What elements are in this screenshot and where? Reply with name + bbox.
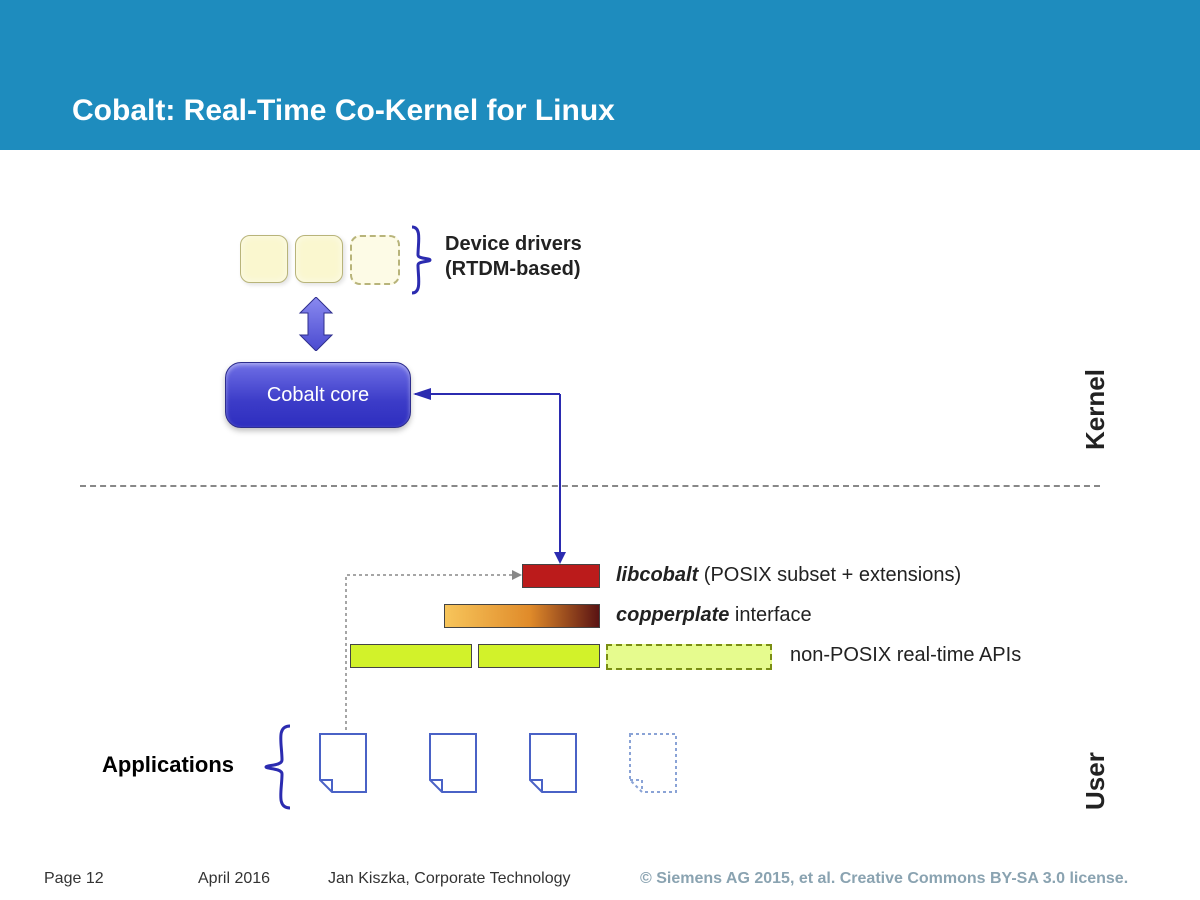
kernel-user-divider xyxy=(80,485,1100,487)
footer-page: Page 12 xyxy=(44,870,104,888)
device-driver-box-optional xyxy=(350,235,400,285)
device-drivers-line2: (RTDM-based) xyxy=(445,258,581,280)
device-driver-box xyxy=(240,235,288,283)
nonposix-label: non-POSIX real-time APIs xyxy=(790,644,1021,667)
application-doc-icon xyxy=(528,732,578,794)
user-region-label: User xyxy=(1080,752,1111,810)
device-drivers-line1: Device drivers xyxy=(445,233,582,255)
brace-icon xyxy=(262,722,292,812)
footer-date: April 2016 xyxy=(198,870,270,888)
slide-stage: Cobalt: Real-Time Co-Kernel for Linux Ke… xyxy=(0,0,1200,900)
slide-title: Cobalt: Real-Time Co-Kernel for Linux xyxy=(72,94,615,128)
application-doc-icon xyxy=(318,732,368,794)
nonposix-bar xyxy=(478,644,600,668)
copperplate-label-rest: interface xyxy=(729,604,811,626)
copperplate-label-bold: copperplate xyxy=(616,604,729,626)
nonposix-bar xyxy=(350,644,472,668)
cobalt-core-label: Cobalt core xyxy=(267,384,369,407)
libcobalt-label: libcobalt (POSIX subset + extensions) xyxy=(616,564,961,587)
libcobalt-label-bold: libcobalt xyxy=(616,564,698,586)
libcobalt-label-rest: (POSIX subset + extensions) xyxy=(698,564,961,586)
device-drivers-label: Device drivers (RTDM-based) xyxy=(445,232,582,282)
device-driver-box xyxy=(295,235,343,283)
slide-footer: Page 12 April 2016 Jan Kiszka, Corporate… xyxy=(0,860,1200,900)
application-doc-icon-optional xyxy=(628,732,678,794)
bidirectional-arrow-icon xyxy=(298,297,334,351)
libcobalt-bar xyxy=(522,564,600,588)
footer-author: Jan Kiszka, Corporate Technology xyxy=(328,870,571,888)
applications-label: Applications xyxy=(102,752,234,778)
nonposix-bar-optional xyxy=(606,644,772,670)
copperplate-label: copperplate interface xyxy=(616,604,812,627)
footer-license: © Siemens AG 2015, et al. Creative Commo… xyxy=(640,870,1128,888)
cobalt-core-node: Cobalt core xyxy=(225,362,411,428)
copperplate-bar xyxy=(444,604,600,628)
application-doc-icon xyxy=(428,732,478,794)
brace-icon xyxy=(408,225,432,295)
kernel-region-label: Kernel xyxy=(1080,369,1111,450)
